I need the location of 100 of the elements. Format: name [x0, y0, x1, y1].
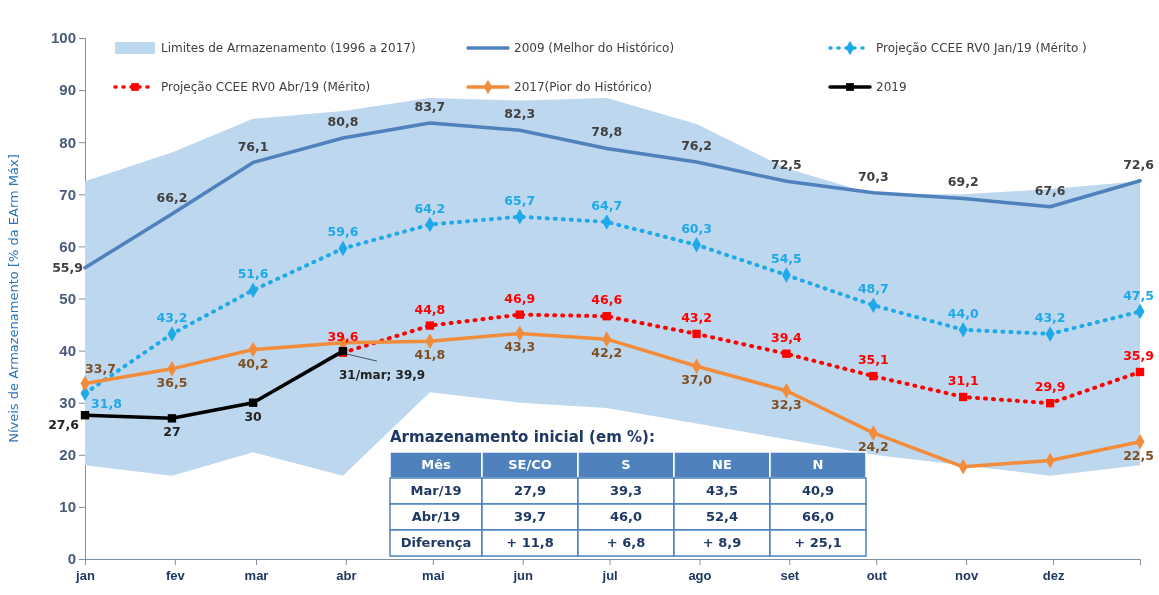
annotation: Diferença — [400, 535, 472, 550]
data-label: 64,7 — [591, 197, 623, 213]
y-tick-label: 70 — [59, 185, 76, 203]
data-label: 55,9 — [52, 259, 83, 275]
data-label: 51,6 — [237, 266, 269, 282]
data-label: 80,8 — [327, 114, 359, 130]
data-label: 65,7 — [504, 192, 536, 208]
data-label: 76,2 — [681, 138, 712, 153]
annotation: + 6,8 — [606, 535, 646, 550]
annotation: Mês — [421, 457, 451, 472]
annotation: 43,5 — [705, 483, 739, 498]
x-tick-label: jun — [512, 568, 533, 584]
data-label: 46,6 — [591, 292, 623, 308]
data-label: 72,6 — [1123, 156, 1155, 172]
x-tick-label: mar — [244, 568, 269, 584]
legend-label: Projeção CCEE RV0 Abr/19 (Mérito) — [161, 80, 371, 94]
data-label: 39,4 — [770, 329, 803, 345]
data-label: 43,2 — [156, 309, 188, 325]
point — [80, 411, 90, 420]
annotation: 39,3 — [609, 483, 643, 498]
x-tick-label: fev — [165, 568, 186, 584]
data-label: 35,1 — [857, 352, 889, 368]
annotation: Armazenamento inicial (em %): — [390, 428, 655, 446]
data-label: 36,5 — [156, 374, 188, 390]
data-label: 43,2 — [681, 309, 712, 325]
y-tick-label: 90 — [59, 81, 76, 99]
x-tick-label: jul — [601, 568, 618, 584]
point — [959, 392, 968, 402]
annotation: 27,9 — [513, 483, 547, 498]
data-label: 60,3 — [681, 220, 712, 236]
data-label: 39,6 — [327, 328, 359, 344]
point — [1135, 367, 1145, 377]
data-label: 44,8 — [414, 301, 446, 317]
point — [602, 312, 611, 321]
y-tick-label: 10 — [59, 498, 76, 516]
legend-label: 2017(Pior do Histórico) — [514, 80, 652, 94]
point — [782, 349, 791, 358]
x-tick-label: mai — [422, 568, 445, 584]
data-label: 76,1 — [237, 138, 269, 154]
data-label: 78,8 — [591, 124, 623, 140]
y-tick-label: 20 — [59, 446, 76, 464]
data-label: 82,3 — [504, 106, 536, 122]
point — [869, 371, 878, 381]
data-label: 43,2 — [1034, 309, 1066, 325]
y-tick-label: 40 — [59, 341, 76, 359]
annotation: 40,9 — [801, 483, 835, 498]
annotation: Abr/19 — [411, 509, 461, 524]
data-label: 54,5 — [770, 251, 802, 267]
legend-label: Projeção CCEE RV0 Jan/19 (Mérito ) — [876, 41, 1087, 55]
annotation: NE — [712, 457, 732, 472]
annotation: + 8,9 — [702, 535, 742, 550]
data-label: 47,5 — [1123, 287, 1154, 303]
data-label: 42,2 — [591, 345, 623, 361]
legend-label: 2019 — [876, 80, 907, 94]
x-tick-label: out — [866, 568, 888, 584]
legend-label: Limites de Armazenamento (1996 a 2017) — [161, 41, 416, 55]
annotation: SE/CO — [508, 457, 552, 472]
data-label: 67,6 — [1034, 182, 1066, 198]
data-label: 40,2 — [237, 355, 269, 371]
data-label: 31,8 — [91, 396, 122, 412]
annotation: 31/mar; 39,9 — [338, 368, 426, 383]
data-label: 69,2 — [947, 174, 979, 190]
annotation: 52,4 — [705, 509, 739, 524]
point — [425, 321, 435, 330]
y-tick-label: 0 — [67, 550, 76, 568]
data-label: 72,5 — [770, 157, 802, 173]
point — [167, 414, 177, 423]
data-label: 44,0 — [947, 305, 979, 321]
data-label: 66,2 — [156, 190, 188, 206]
data-label: 59,6 — [327, 224, 359, 240]
x-tick-label: set — [780, 568, 800, 584]
data-label: 29,9 — [1034, 379, 1066, 395]
annotation: + 11,8 — [506, 535, 554, 550]
y-tick-label: 80 — [59, 133, 76, 151]
y-tick-label: 60 — [59, 237, 76, 255]
annotation: 66,0 — [801, 509, 835, 524]
x-tick-label: nov — [955, 568, 979, 584]
data-label: 33,7 — [85, 361, 116, 377]
x-tick-label: jan — [75, 568, 95, 584]
data-label: 83,7 — [414, 98, 446, 114]
data-label: 43,3 — [504, 339, 536, 355]
annotation: N — [812, 457, 824, 472]
data-label: 41,8 — [414, 347, 446, 363]
annotation: 46,0 — [609, 509, 643, 524]
x-tick-label: dez — [1042, 568, 1065, 584]
data-label: 32,3 — [770, 396, 802, 412]
data-label: 37,0 — [681, 372, 713, 388]
annotation: S — [621, 457, 631, 472]
data-label: 24,2 — [857, 438, 889, 454]
y-tick-label: 50 — [59, 289, 76, 307]
annotation: 39,7 — [513, 509, 547, 524]
data-label: 27 — [163, 424, 181, 440]
point — [248, 398, 258, 407]
data-label: 27,6 — [48, 417, 80, 433]
legend-label: 2009 (Melhor do Histórico) — [514, 41, 675, 55]
annotation: Mar/19 — [410, 483, 462, 498]
data-label: 70,3 — [857, 168, 889, 184]
y-axis-title: Níveis de Armazenamento [% da EArm Máx] — [6, 154, 21, 443]
x-tick-label: ago — [688, 568, 712, 584]
point — [692, 329, 701, 339]
